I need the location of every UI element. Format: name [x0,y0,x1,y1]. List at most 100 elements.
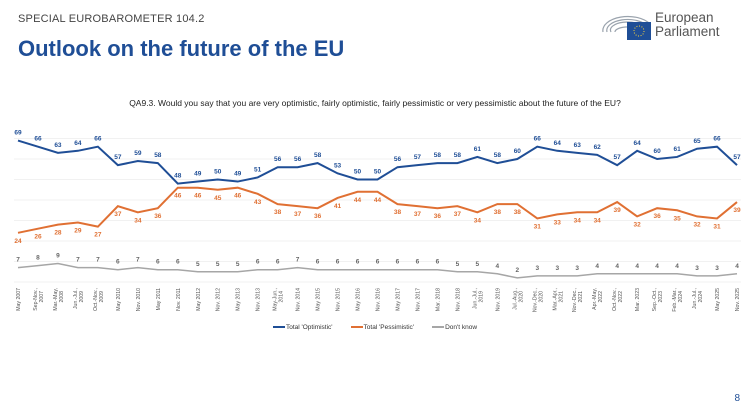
x-tick-label: Nov. 2019 [495,288,501,311]
x-tick-label: Mar.-Apr.,2021 [552,288,564,310]
data-label: 39 [614,207,622,214]
data-label: 32 [634,221,642,228]
chart-question: QA9.3. Would you say that you are very o… [129,98,621,108]
data-label: 43 [254,199,262,206]
data-label: 3 [555,265,559,272]
data-label: 59 [134,150,142,157]
data-label: 4 [735,263,739,270]
x-tick-label: Nov. 2025 [735,288,741,311]
data-label: 37 [414,211,422,218]
x-tick-label: Feb.-Mar.,2024 [672,288,684,312]
x-tick-label: May 2011 [156,288,162,311]
data-label: 63 [54,142,62,149]
data-label: 28 [54,230,62,237]
data-label: 3 [715,265,719,272]
data-label: 36 [314,213,322,220]
data-label: 64 [74,140,82,147]
series-line [17,139,738,185]
data-label: 46 [234,193,242,200]
data-label: 6 [356,259,360,266]
data-label: 66 [94,136,102,143]
data-label: 6 [116,259,120,266]
x-tick-label: Jul.-Aug.,2020 [512,288,524,310]
report-kicker: SPECIAL EUROBAROMETER 104.2 [18,13,205,25]
data-label: 6 [316,259,320,266]
data-label: 8 [36,255,40,262]
data-label: 9 [56,253,60,260]
european-parliament-logo [602,15,651,40]
data-label: 2 [515,267,519,274]
data-label: 3 [695,265,699,272]
data-label: 6 [396,259,400,266]
x-tick-label: Mar. 2018 [435,288,441,311]
data-label: 3 [535,265,539,272]
series-line [17,186,738,234]
data-label: 69 [14,130,22,137]
x-tick-label: Oct.-Nov.,2009 [93,288,105,311]
data-label: 65 [693,138,701,145]
data-label: 50 [374,169,382,176]
data-label: 7 [136,257,140,264]
data-label: 41 [334,203,342,210]
data-label: 46 [174,193,182,200]
x-tick-label: Nov. 2012 [216,288,222,311]
x-tick-label: Nov. 2014 [296,288,302,311]
x-tick-label: Nov.-Dec.,2020 [532,288,544,312]
data-label: 56 [394,156,402,163]
data-label: 31 [534,223,542,230]
x-tick-label: May 2007 [16,288,22,311]
data-label: 49 [194,171,202,178]
data-label: 5 [236,261,240,268]
data-label: 58 [454,152,462,159]
data-label: 39 [733,207,741,214]
data-label: 35 [673,215,681,222]
x-tick-label: Apr.-May,2022 [592,288,604,310]
legend-item-pessimistic: Total 'Pessimistic' [350,324,414,331]
x-tick-label: Nov. 2010 [136,288,142,311]
x-tick-label: Mar. 2023 [635,288,641,311]
data-label: 7 [16,257,20,264]
data-label: 6 [256,259,260,266]
data-label: 66 [713,136,721,143]
data-label: 36 [653,213,661,220]
data-label: 7 [76,257,80,264]
x-tick-label: Nov. 2015 [336,288,342,311]
x-tick-label: Mar.-May,2008 [53,288,65,311]
data-label: 38 [494,209,502,216]
data-label: 48 [174,173,182,180]
x-tick-label: Jun.-Jul.,2009 [73,288,85,309]
x-tick-label: May 2015 [316,288,322,311]
legend-item-dont-know: Don't know [432,324,477,331]
x-tick-label: Jun.-Jul.,2019 [472,288,484,309]
data-label: 38 [514,209,522,216]
x-tick-label: May 2016 [356,288,362,311]
data-label: 61 [673,146,681,153]
data-label: 37 [454,211,462,218]
data-label: 66 [34,136,42,143]
data-label: 4 [675,263,679,270]
data-label: 60 [653,148,661,155]
x-tick-label: Nov. 2016 [376,288,382,311]
data-label: 50 [214,169,222,176]
data-label: 58 [494,152,502,159]
data-label: 7 [96,257,100,264]
data-label: 4 [496,263,500,270]
legend-item-optimistic: Total 'Optimistic' [272,324,333,331]
data-label: 56 [274,156,282,163]
data-label: 4 [635,263,639,270]
x-tick-label: Nov.-Dec.,2021 [572,288,584,312]
data-label: 66 [534,136,542,143]
data-label: 49 [234,171,242,178]
data-label: 57 [614,154,622,161]
data-label: 4 [655,263,659,270]
x-tick-label: May 2013 [236,288,242,311]
data-label: 34 [594,217,602,224]
data-label: 5 [216,261,220,268]
data-label: 53 [334,162,342,169]
data-label: 5 [476,261,480,268]
data-label: 56 [294,156,302,163]
x-tick-label: Nov. 2017 [415,288,421,311]
data-label: 64 [554,140,562,147]
